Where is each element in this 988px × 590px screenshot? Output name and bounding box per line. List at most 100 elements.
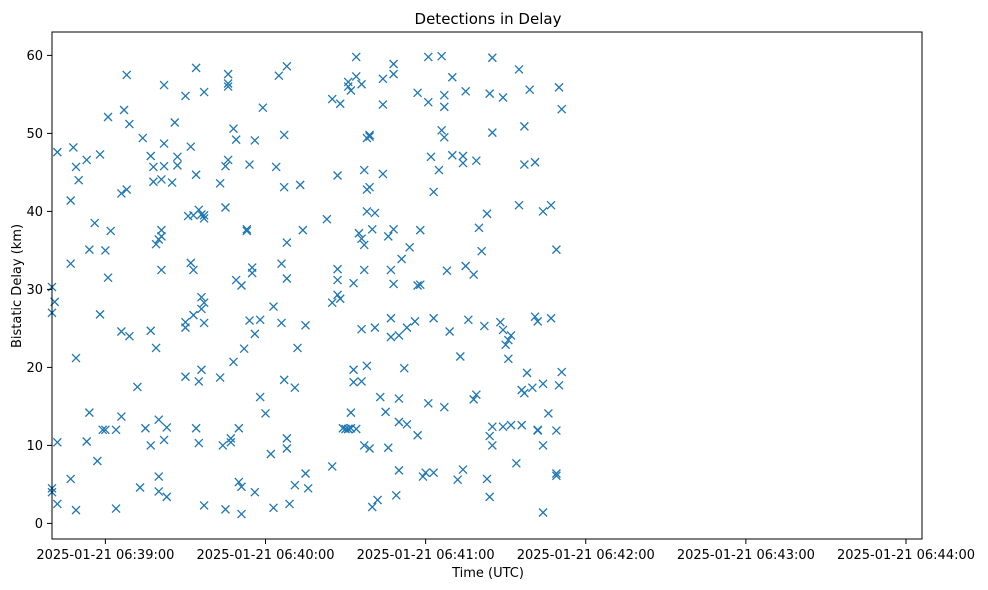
data-point-212: [389, 224, 399, 234]
data-point-29: [106, 226, 116, 236]
data-point-100: [221, 504, 230, 514]
data-point-13: [71, 353, 81, 363]
data-point-193: [365, 130, 375, 140]
data-point-184: [359, 240, 369, 250]
data-point-250: [447, 72, 457, 82]
data-point-275: [495, 317, 505, 327]
data-point-16: [82, 155, 92, 165]
data-point-139: [279, 130, 289, 140]
data-point-60: [159, 139, 169, 148]
data-point-22: [95, 309, 105, 319]
data-point-72: [180, 91, 190, 101]
data-point-205: [381, 407, 391, 417]
data-point-142: [282, 444, 292, 453]
data-point-285: [514, 64, 524, 74]
data-point-75: [186, 258, 196, 268]
data-point-91: [199, 87, 209, 97]
data-point-38: [124, 331, 134, 341]
data-point-39: [124, 119, 134, 129]
data-point-219: [394, 417, 404, 427]
data-point-270: [485, 431, 495, 441]
y-tick-label: 0: [35, 517, 43, 532]
data-point-175: [349, 377, 359, 387]
data-point-293: [525, 85, 535, 95]
data-point-174: [349, 278, 359, 288]
data-point-186: [359, 165, 369, 175]
data-point-101: [223, 69, 233, 79]
data-point-6: [52, 499, 62, 509]
data-point-66: [170, 118, 180, 127]
data-point-253: [458, 465, 468, 475]
data-point-61: [159, 161, 169, 171]
data-point-251: [453, 475, 463, 485]
data-point-202: [378, 74, 388, 84]
data-point-156: [327, 298, 337, 308]
data-point-119: [245, 316, 254, 326]
data-point-177: [351, 52, 361, 62]
data-point-129: [261, 408, 270, 418]
data-point-269: [485, 492, 495, 502]
data-point-168: [343, 82, 353, 92]
data-point-9: [66, 259, 76, 269]
data-point-290: [519, 388, 529, 398]
data-point-158: [333, 264, 343, 274]
data-point-89: [199, 213, 209, 223]
x-axis-label: Time (UTC): [451, 566, 524, 581]
data-point-8: [66, 196, 76, 205]
data-point-28: [103, 112, 113, 122]
data-point-110: [231, 135, 241, 145]
data-point-5: [52, 437, 62, 447]
data-point-197: [367, 502, 377, 512]
data-point-26: [100, 245, 110, 255]
data-point-309: [551, 471, 561, 481]
data-point-135: [277, 259, 286, 269]
data-point-153: [303, 483, 313, 493]
data-point-40: [132, 382, 142, 392]
data-point-224: [405, 242, 415, 252]
data-point-106: [226, 437, 236, 447]
y-axis-label: Bistatic Delay (km): [10, 224, 25, 348]
data-point-87: [196, 292, 206, 302]
data-point-296: [530, 312, 540, 322]
x-tick-label: 2025-01-21 06:41:00: [357, 548, 495, 563]
data-point-49: [151, 343, 161, 353]
data-point-10: [66, 474, 76, 484]
data-point-126: [255, 315, 265, 325]
data-point-242: [437, 51, 447, 61]
data-point-247: [442, 266, 452, 276]
data-point-34: [116, 412, 126, 421]
data-point-46: [146, 151, 156, 161]
data-point-312: [554, 82, 564, 92]
data-point-144: [282, 274, 292, 283]
data-point-279: [501, 340, 511, 350]
data-point-113: [237, 281, 246, 290]
data-point-35: [119, 105, 129, 115]
data-point-272: [487, 422, 497, 432]
data-point-237: [429, 187, 439, 197]
data-point-150: [298, 225, 308, 235]
data-point-235: [423, 398, 433, 408]
data-point-98: [221, 161, 230, 171]
data-point-45: [146, 326, 156, 336]
data-point-238: [429, 313, 439, 323]
data-point-227: [413, 281, 423, 290]
data-point-92: [199, 501, 209, 510]
data-point-155: [327, 462, 337, 471]
data-point-294: [527, 383, 537, 393]
data-point-169: [343, 77, 353, 87]
data-point-97: [218, 440, 228, 450]
data-point-76: [188, 265, 198, 275]
data-point-185: [359, 440, 369, 450]
data-point-63: [162, 492, 172, 502]
data-point-301: [538, 379, 548, 389]
data-point-271: [487, 440, 497, 450]
data-point-30: [111, 504, 121, 514]
data-point-43: [140, 423, 150, 433]
data-point-236: [426, 152, 436, 162]
data-point-138: [279, 375, 289, 385]
data-point-204: [378, 169, 388, 179]
data-point-131: [269, 302, 278, 312]
data-point-256: [461, 261, 471, 271]
data-point-154: [322, 214, 332, 224]
data-point-305: [546, 200, 556, 210]
